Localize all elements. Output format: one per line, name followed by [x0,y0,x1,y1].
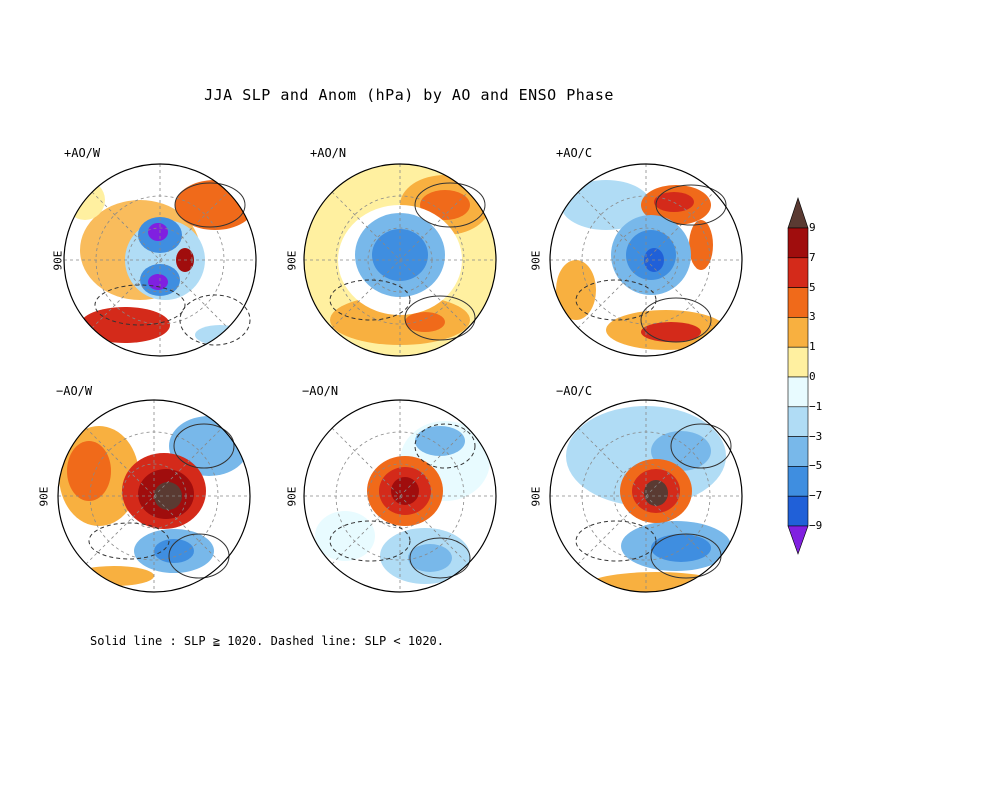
lon-label: 90E [529,486,543,507]
colorbar-swatch [787,346,809,378]
anomaly-positive [67,441,111,501]
colorbar-swatch [787,317,809,348]
map-pos-ao-n [303,163,497,357]
colorbar-cap-bottom [787,525,809,555]
colorbar-tick-label: −1 [809,399,823,413]
lon-label: 90E [285,486,299,507]
colorbar-tick-label: 7 [809,250,816,264]
anomaly-positive [586,572,726,592]
anomaly-negative [408,544,452,572]
panel-label-neg-ao-w: −AO/W [56,384,93,398]
colorbar-swatch [787,257,809,288]
map-pos-ao-c [549,163,743,357]
panel-label-pos-ao-c: +AO/C [556,146,593,160]
lon-label: 90E [529,250,543,271]
colorbar-swatch [787,406,809,437]
anomaly-negative [148,223,168,241]
anomaly-negative [561,180,651,230]
anomaly-positive [80,307,170,343]
anomaly-positive [175,180,255,230]
colorbar-tick-label: −3 [809,429,823,443]
colorbar-tick-label: −7 [809,489,823,503]
map-neg-ao-w [57,399,251,593]
colorbar [787,197,809,555]
map-neg-ao-n [303,399,497,593]
map-neg-ao-c [549,399,743,593]
map-pos-ao-w [63,163,257,357]
anomaly-negative [315,511,375,561]
anomaly-negative [415,426,465,456]
panel-label-neg-ao-c: −AO/C [556,384,593,398]
anomaly-positive [689,220,713,270]
colorbar-swatch [787,376,809,408]
panel-label-neg-ao-n: −AO/N [302,384,339,398]
panel-label-pos-ao-w: +AO/W [64,146,101,160]
colorbar-tick-label: −5 [809,459,823,473]
figure-title: JJA SLP and Anom (hPa) by AO and ENSO Ph… [204,86,614,104]
anomaly-negative [154,539,194,563]
anomaly-positive [654,192,694,212]
anomaly-positive [420,190,470,220]
anomaly-negative [651,534,711,562]
footnote: Solid line : SLP ≧ 1020. Dashed line: SL… [90,634,445,648]
anomaly-positive [641,322,701,342]
anomaly-positive [405,312,445,332]
lon-label: 90E [285,250,299,271]
colorbar-tick-label: 3 [809,310,816,324]
colorbar-cap-top [787,197,809,229]
colorbar-swatch [787,436,809,467]
colorbar-swatch [787,495,809,527]
anomaly-positive [644,480,668,506]
colorbar-tick-label: 1 [809,340,816,354]
colorbar-tick-label: 5 [809,280,816,294]
colorbar-tick-label: 9 [809,221,816,234]
colorbar-swatch [787,227,809,259]
anomaly-negative [148,274,168,290]
colorbar-tick-label: −9 [809,519,823,532]
anomaly-positive [556,260,596,320]
colorbar-tick-label: 0 [809,370,816,383]
lon-label: 90E [37,486,51,507]
colorbar-swatch [787,466,809,497]
colorbar-swatch [787,287,809,318]
panel-label-pos-ao-n: +AO/N [310,146,347,160]
